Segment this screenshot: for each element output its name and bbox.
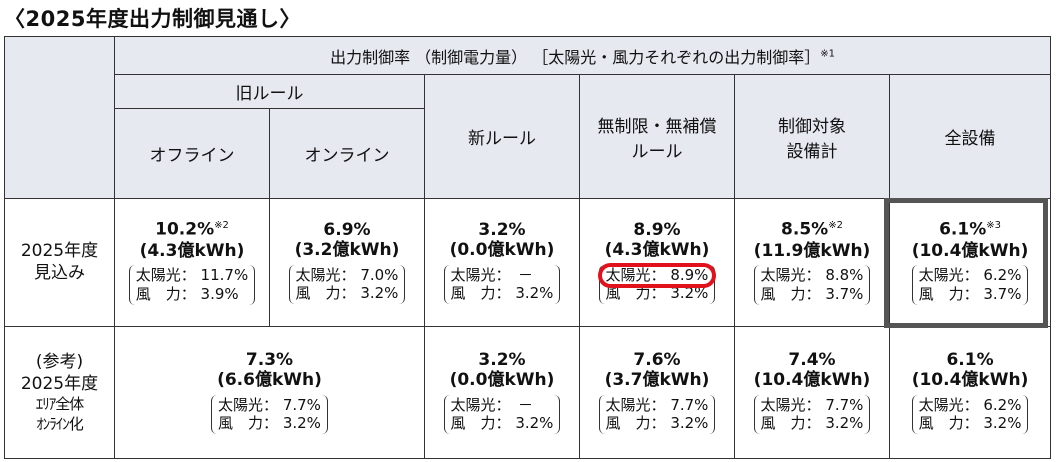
rate-value: 10.2%	[155, 220, 215, 241]
breakdown-bracket: 太陽光： 11.7% 風 力： 3.9%	[128, 265, 256, 305]
energy-value: (10.4億kWh)	[753, 370, 871, 391]
wind-rate: 風 力： 3.2%	[295, 284, 399, 303]
solar-rate: 太陽光： 8.8%	[760, 266, 864, 285]
rate-value: 6.1%	[946, 349, 994, 370]
wind-rate: 風 力： 3.9%	[135, 284, 239, 303]
energy-value: (10.4億kWh)	[911, 370, 1029, 391]
rate-note: ※3	[986, 220, 1001, 232]
cell-offline: 10.2%※2 (4.3億kWh) 太陽光： 11.7% 風 力： 3.9%	[114, 198, 270, 327]
energy-value: (3.7億kWh)	[604, 370, 710, 391]
row-label-line3: ｴﾘｱ全体	[35, 395, 85, 414]
solar-highlight-oval	[597, 262, 717, 288]
cell-unlimited: 7.6% (3.7億kWh) 太陽光： 7.7% 風 力： 3.2%	[579, 326, 735, 459]
row-label-line1: (参考)	[35, 351, 84, 372]
cell-new-rule: 3.2% (0.0億kWh) 太陽光： － 風 力： 3.2%	[424, 198, 580, 327]
header-control-total: 制御対象 設備計	[734, 74, 890, 199]
cell-unlimited: 8.9% (4.3億kWh) 太陽光： 8.9% 風 力： 3.2%	[579, 198, 735, 327]
rate-note: ※2	[214, 220, 229, 232]
energy-value: (6.6億kWh)	[217, 370, 322, 391]
row-label-forecast: 2025年度 見込み	[4, 198, 115, 327]
solar-rate: 太陽光： 7.7%	[605, 395, 709, 414]
breakdown-bracket: 太陽光： 7.7% 風 力： 3.2%	[211, 394, 328, 435]
cell-new-rule: 3.2% (0.0億kWh) 太陽光： － 風 力： 3.2%	[424, 326, 580, 459]
header-online: オンライン	[269, 108, 425, 199]
rate-value: 7.6%	[633, 349, 681, 370]
wind-rate: 風 力： 3.2%	[605, 284, 709, 303]
cell-control-total: 7.4% (10.4億kWh) 太陽光： 7.7% 風 力： 3.2%	[734, 326, 890, 459]
wind-rate: 風 力： 3.2%	[760, 414, 864, 433]
header-note: ※1	[820, 48, 835, 60]
breakdown-bracket: 太陽光： 7.0% 風 力： 3.2%	[288, 264, 406, 305]
solar-rate: 太陽光： 6.2%	[918, 395, 1022, 414]
rate-value: 6.9%	[323, 219, 371, 240]
row-label-line2: 2025年度	[20, 374, 99, 394]
header-unlimited-line1: 無制限・無補償	[597, 116, 717, 137]
rate-value: 3.2%	[478, 349, 526, 370]
wind-rate: 風 力： 3.7%	[760, 284, 864, 303]
rate-value: 8.9%	[633, 219, 681, 240]
wind-rate: 風 力： 3.7%	[918, 284, 1022, 303]
solar-rate: 太陽光： －	[450, 395, 534, 414]
rate-value: 3.2%	[478, 219, 526, 240]
solar-rate: 太陽光： 7.7%	[218, 395, 321, 414]
energy-value: (4.3億kWh)	[139, 240, 245, 261]
header-new-rule: 新ルール	[424, 74, 580, 199]
cell-all: 6.1%※3 (10.4億kWh) 太陽光： 6.2% 風 力： 3.7%	[888, 198, 1052, 327]
energy-value: (10.4億kWh)	[911, 240, 1029, 261]
breakdown-bracket: 太陽光： 8.8% 風 力： 3.7%	[753, 265, 871, 305]
breakdown-bracket: 太陽光： 6.2% 風 力： 3.2%	[911, 394, 1029, 435]
header-old-rule: 旧ルール	[114, 74, 425, 109]
energy-value: (3.2億kWh)	[294, 240, 400, 261]
rate-value: 7.3%	[245, 349, 294, 370]
energy-value: (0.0億kWh)	[449, 240, 555, 261]
row-label-line2: 見込み	[34, 262, 85, 283]
header-control-total-line2: 設備計	[786, 141, 838, 162]
header-control-total-line1: 制御対象	[778, 116, 846, 137]
energy-value: (0.0億kWh)	[449, 370, 555, 391]
solar-rate: 太陽光： 8.9%	[605, 265, 709, 284]
corner-cell	[4, 36, 115, 199]
rate-value: 7.4%	[788, 349, 836, 370]
breakdown-bracket: 太陽光： － 風 力： 3.2%	[443, 264, 561, 305]
wind-rate: 風 力： 3.2%	[450, 414, 554, 433]
cell-control-total: 8.5%※2 (11.9億kWh) 太陽光： 8.8% 風 力： 3.7%	[734, 198, 890, 327]
wind-rate: 風 力： 3.2%	[450, 284, 554, 303]
header-all: 全設備	[888, 74, 1052, 199]
cell-online: 6.9% (3.2億kWh) 太陽光： 7.0% 風 力： 3.2%	[269, 198, 425, 327]
solar-rate: 太陽光： 6.2%	[918, 266, 1022, 285]
rate-value: 6.1%	[939, 220, 987, 241]
rate-value: 8.5%	[781, 220, 829, 241]
row-label-line1: 2025年度	[20, 241, 99, 262]
all-facilities-highlight-box	[884, 198, 1048, 328]
page-title: 〈2025年度出力制御見通し〉	[4, 7, 301, 31]
rate-note: ※2	[828, 220, 843, 232]
wind-rate: 風 力： 3.2%	[218, 414, 321, 433]
cell-old-rule-merged: 7.3% (6.6億kWh) 太陽光： 7.7% 風 力： 3.2%	[114, 326, 425, 459]
solar-rate: 太陽光： －	[450, 265, 534, 284]
breakdown-bracket: 太陽光： － 風 力： 3.2%	[443, 394, 561, 435]
energy-value: (4.3億kWh)	[604, 240, 710, 261]
header-main-label: 出力制御率 （制御電力量） ［太陽光・風力それぞれの出力制御率］	[330, 47, 821, 67]
breakdown-bracket: 太陽光： 8.9% 風 力： 3.2%	[597, 262, 717, 305]
solar-rate: 太陽光： 7.0%	[295, 265, 399, 284]
breakdown-bracket: 太陽光： 7.7% 風 力： 3.2%	[753, 394, 871, 435]
row-label-reference: (参考) 2025年度 ｴﾘｱ全体 ｵﾝﾗｲﾝ化	[4, 326, 115, 459]
cell-all: 6.1% (10.4億kWh) 太陽光： 6.2% 風 力： 3.2%	[888, 326, 1052, 459]
energy-value: (11.9億kWh)	[753, 240, 871, 261]
breakdown-bracket: 太陽光： 7.7% 風 力： 3.2%	[598, 394, 716, 435]
row-label-line4: ｵﾝﾗｲﾝ化	[36, 414, 84, 433]
header-main: 出力制御率 （制御電力量） ［太陽光・風力それぞれの出力制御率］※1	[113, 36, 1052, 75]
curtailment-table: 出力制御率 （制御電力量） ［太陽光・風力それぞれの出力制御率］※1 旧ルール …	[4, 36, 1052, 459]
solar-rate: 太陽光： 11.7%	[135, 266, 249, 285]
breakdown-bracket: 太陽光： 6.2% 風 力： 3.7%	[911, 265, 1029, 305]
header-unlimited: 無制限・無補償 ルール	[579, 74, 735, 199]
solar-rate: 太陽光： 7.7%	[760, 395, 864, 414]
header-unlimited-line2: ルール	[631, 141, 683, 162]
wind-rate: 風 力： 3.2%	[918, 414, 1022, 433]
header-offline: オフライン	[114, 108, 270, 199]
wind-rate: 風 力： 3.2%	[605, 414, 709, 433]
